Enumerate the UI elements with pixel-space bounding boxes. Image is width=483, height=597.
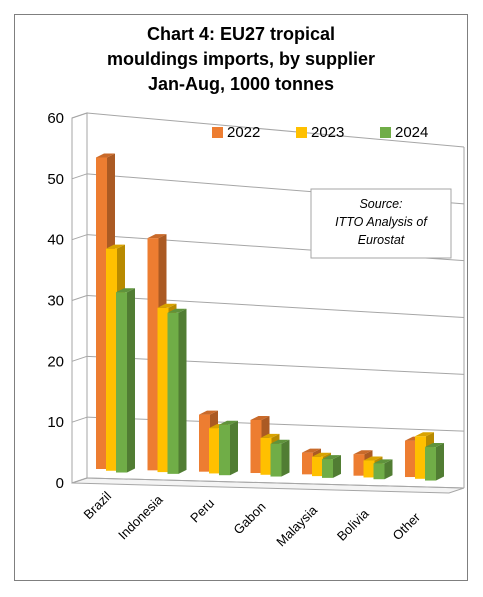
gridline-depth — [71, 295, 88, 301]
bar-front — [353, 454, 365, 476]
bar-top — [302, 448, 321, 453]
gridline — [86, 416, 465, 432]
bar-top — [353, 450, 373, 455]
y-tick-label: 0 — [56, 475, 64, 492]
bar-front — [96, 157, 107, 469]
bar-top — [312, 452, 331, 457]
bar-top — [219, 420, 238, 425]
bar-top — [373, 459, 393, 464]
bar-top — [147, 234, 167, 239]
gridline — [86, 112, 465, 148]
gridline — [86, 355, 465, 375]
legend-label: 2022 — [227, 124, 260, 141]
bar-top — [167, 308, 187, 313]
bar-front — [116, 292, 127, 473]
bar-front — [147, 238, 159, 471]
bar-top — [415, 432, 434, 437]
bar-top — [96, 153, 115, 158]
legend-swatch — [296, 127, 307, 138]
gridline-depth — [71, 416, 88, 423]
y-tick-label: 30 — [47, 293, 64, 310]
bar-top — [116, 288, 135, 293]
bar-front — [260, 437, 272, 475]
bar-front — [106, 248, 117, 471]
legend-swatch — [380, 127, 391, 138]
source-line: Source: — [359, 197, 402, 211]
bar-top — [322, 455, 341, 460]
legend-swatch — [212, 127, 223, 138]
bar-top — [250, 415, 270, 420]
x-tick-label: Gabon — [230, 499, 268, 537]
chart-title-line-2: mouldings imports, by supplier — [106, 49, 376, 69]
bar-side — [127, 288, 135, 473]
source-box — [310, 188, 452, 259]
bar-top — [260, 433, 280, 438]
bar — [167, 308, 187, 474]
bar — [322, 455, 341, 478]
bar-side — [333, 455, 341, 478]
gridline-depth — [71, 355, 88, 362]
bar-front — [250, 419, 262, 474]
legend-label: 2024 — [395, 124, 428, 141]
source-line: Eurostat — [358, 233, 405, 247]
y-tick-label: 50 — [47, 171, 64, 188]
x-tick-label: Other — [390, 509, 424, 543]
x-tick-label: Brazil — [81, 488, 115, 522]
y-tick-label: 40 — [47, 232, 64, 249]
bar-side — [281, 439, 290, 477]
gridline-depth — [71, 234, 88, 241]
bar-front — [199, 414, 210, 472]
bar-top — [363, 456, 383, 461]
bar-front — [312, 456, 323, 477]
bar — [425, 443, 444, 481]
bar — [116, 288, 135, 473]
gridline — [86, 477, 465, 489]
chart-title: Chart 4: EU27 tropical mouldings imports… — [14, 22, 468, 97]
bar — [373, 459, 393, 480]
gridline — [86, 295, 465, 318]
bar-top — [425, 443, 444, 448]
bar-front — [270, 443, 282, 477]
chart-floor — [71, 477, 465, 494]
bar-front — [415, 436, 426, 479]
source-line: ITTO Analysis of — [335, 215, 428, 229]
legend-label: 2023 — [311, 124, 344, 141]
bar-front — [405, 440, 416, 478]
bar-front — [425, 447, 436, 481]
y-tick-label: 60 — [47, 110, 64, 127]
bar-front — [322, 459, 333, 478]
y-tick-label: 20 — [47, 353, 64, 370]
bar-front — [167, 312, 179, 474]
gridline-depth — [71, 112, 88, 119]
bar-side — [436, 443, 444, 481]
y-tick-label: 10 — [47, 414, 64, 431]
bar-front — [363, 460, 375, 478]
gridline-depth — [71, 477, 88, 484]
chart-title-line-3: Jan-Aug, 1000 tonnes — [147, 74, 335, 94]
x-tick-label: Bolivia — [334, 505, 372, 543]
bar-front — [209, 428, 220, 474]
bar-top — [199, 410, 218, 415]
x-tick-label: Indonesia — [115, 491, 166, 542]
x-tick-label: Peru — [187, 496, 217, 526]
bar-top — [157, 303, 177, 308]
bar-front — [373, 463, 385, 480]
gridline-depth — [71, 173, 88, 180]
bar — [270, 439, 290, 477]
bar-front — [302, 452, 313, 475]
bar — [219, 420, 238, 476]
bar-top — [270, 439, 290, 444]
bar-side — [384, 459, 393, 480]
bar-top — [106, 244, 125, 249]
bar-side — [230, 420, 238, 476]
chart-title-line-1: Chart 4: EU27 tropical — [146, 24, 336, 44]
bar-side — [178, 308, 187, 474]
bar-front — [157, 307, 169, 473]
x-tick-label: Malaysia — [273, 502, 320, 549]
bar-front — [219, 424, 230, 476]
